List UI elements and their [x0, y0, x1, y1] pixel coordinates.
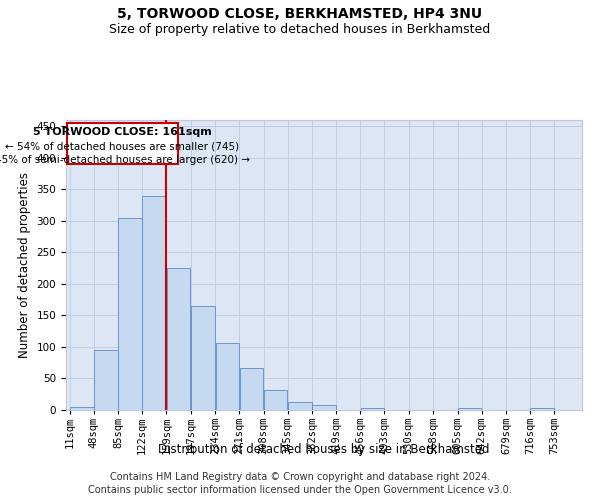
Bar [361, 408, 384, 410]
Text: Size of property relative to detached houses in Berkhamsted: Size of property relative to detached ho… [109, 22, 491, 36]
Y-axis label: Number of detached properties: Number of detached properties [18, 172, 31, 358]
Bar [288, 402, 311, 410]
Text: Contains HM Land Registry data © Crown copyright and database right 2024.: Contains HM Land Registry data © Crown c… [110, 472, 490, 482]
Bar [312, 405, 336, 410]
Bar [264, 390, 287, 410]
Bar [215, 342, 239, 410]
Text: Contains public sector information licensed under the Open Government Licence v3: Contains public sector information licen… [88, 485, 512, 495]
Bar [142, 196, 166, 410]
Bar [94, 350, 118, 410]
Bar [118, 218, 142, 410]
Text: 45% of semi-detached houses are larger (620) →: 45% of semi-detached houses are larger (… [0, 156, 250, 166]
Text: 5 TORWOOD CLOSE: 161sqm: 5 TORWOOD CLOSE: 161sqm [33, 128, 212, 138]
Bar [191, 306, 215, 410]
Bar [70, 407, 94, 410]
Bar [530, 408, 554, 410]
Bar [67, 123, 178, 164]
Text: 5, TORWOOD CLOSE, BERKHAMSTED, HP4 3NU: 5, TORWOOD CLOSE, BERKHAMSTED, HP4 3NU [118, 8, 482, 22]
Bar [458, 408, 481, 410]
Bar [167, 268, 190, 410]
Text: Distribution of detached houses by size in Berkhamsted: Distribution of detached houses by size … [158, 442, 490, 456]
Text: ← 54% of detached houses are smaller (745): ← 54% of detached houses are smaller (74… [5, 142, 239, 152]
Bar [239, 368, 263, 410]
